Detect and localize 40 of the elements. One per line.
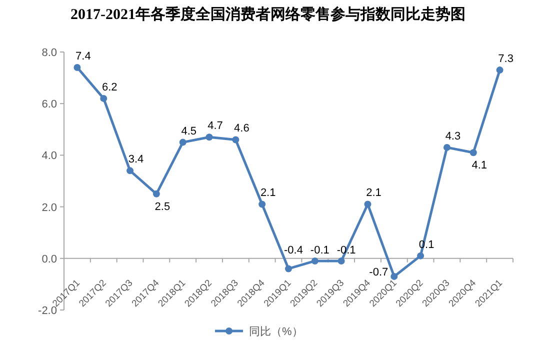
- data-label: 4.6: [234, 122, 250, 135]
- point: [417, 252, 424, 260]
- data-label: 7.4: [76, 50, 91, 62]
- data-label: 7.3: [498, 53, 514, 66]
- data-label: 2.5: [154, 200, 170, 213]
- point: [470, 149, 477, 156]
- data-label: 6.2: [102, 81, 118, 94]
- point: [152, 190, 160, 198]
- point: [496, 66, 504, 74]
- point: [74, 64, 81, 71]
- legend-label: 同比（%）: [249, 325, 303, 338]
- y-tick-label: 6.0: [42, 98, 57, 111]
- y-tick-label: 8.0: [42, 47, 57, 59]
- data-label: -0.7: [369, 266, 388, 278]
- y-tick-label: 4.0: [42, 150, 57, 162]
- data-label: 4.7: [208, 120, 223, 132]
- point: [206, 134, 213, 141]
- data-label: 4.5: [181, 125, 196, 138]
- data-label: 2.1: [260, 187, 276, 200]
- point: [364, 200, 372, 208]
- point: [390, 272, 398, 280]
- y-tick-label: -2.0: [38, 305, 57, 317]
- point: [338, 257, 345, 264]
- data-label: 3.4: [128, 154, 144, 166]
- point: [258, 200, 266, 208]
- data-label: 4.3: [445, 130, 461, 142]
- data-label: 2.1: [366, 187, 382, 200]
- data-label: -0.1: [310, 244, 330, 256]
- point: [443, 144, 450, 151]
- data-label: 4.1: [472, 160, 488, 172]
- point: [285, 265, 292, 272]
- point: [126, 167, 134, 174]
- point: [311, 257, 318, 264]
- point: [100, 94, 108, 102]
- point: [232, 136, 240, 144]
- y-tick-label: 0.0: [42, 253, 57, 266]
- y-tick-label: 2.0: [42, 202, 57, 214]
- point: [179, 138, 186, 146]
- data-label: -0.4: [284, 244, 303, 256]
- chart-title: 2017-2021年各季度全国消费者网络零售参与指数同比走势图: [70, 5, 466, 23]
